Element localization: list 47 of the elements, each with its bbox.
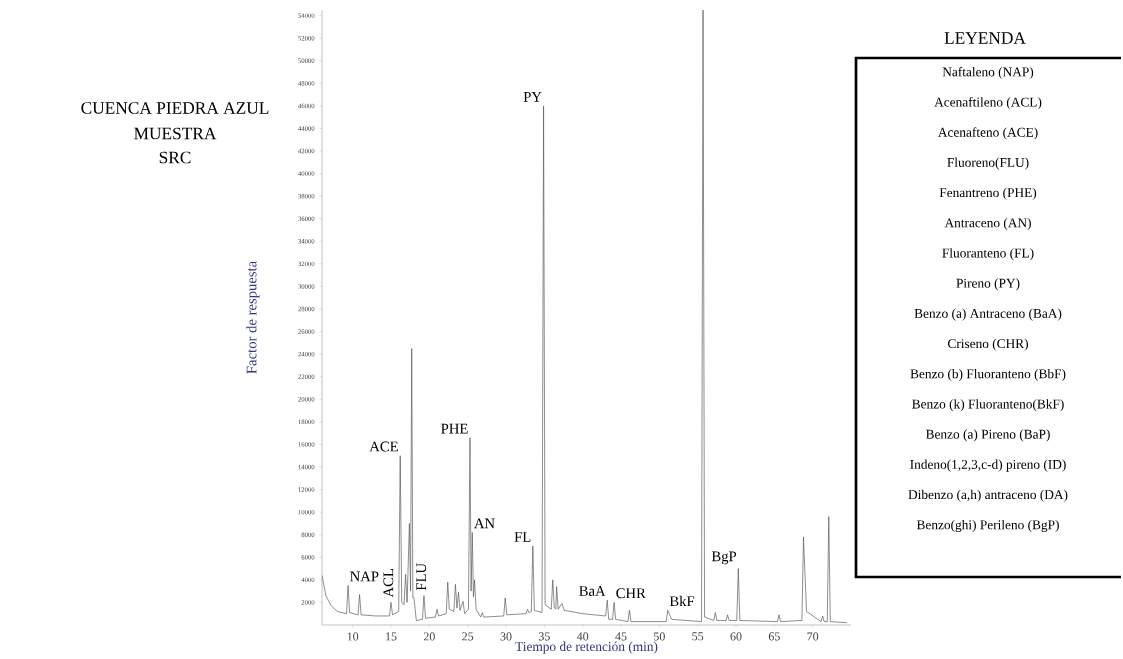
text: LEYENDA [944, 32, 1026, 44]
annotation: FL [514, 532, 531, 542]
text: Benzo (k) Fluoranteno(BkF) [912, 399, 1064, 412]
text: Fluoreno(FLU) [947, 157, 1029, 170]
text: CUENCA PIEDRA AZUL [81, 102, 269, 114]
x-tick-label: 10 [347, 632, 359, 641]
annotation: PHE [441, 423, 468, 434]
text: Fluoranteno (FL) [942, 248, 1034, 261]
x-tick-label: 20 [423, 632, 435, 641]
annotation: ACL [383, 568, 394, 598]
annotation: NAP [350, 571, 379, 582]
text: Benzo(ghi) Perileno (BgP) [916, 519, 1059, 533]
text: Fenantreno (PHE) [939, 187, 1037, 200]
text: Benzo (a) Pireno (BaP) [925, 429, 1050, 442]
x-tick-label: 55 [692, 632, 704, 641]
text: Benzo (a) Antraceno (BaA) [914, 308, 1062, 321]
y-axis-title: Factor de respuesta [246, 261, 260, 374]
text: Benzo (b) Fluoranteno (BbF) [910, 368, 1066, 382]
text: Dibenzo (a,h) antraceno (DA) [908, 489, 1068, 502]
text: MUESTRA SRC [134, 127, 217, 164]
x-tick-label: 25 [462, 632, 474, 641]
line-series [322, 9, 848, 624]
text: Naftaleno (NAP) [942, 66, 1034, 80]
text: Indeno(1,2,3,c-d) pireno (ID) [910, 459, 1066, 472]
x-tick-label: 15 [386, 632, 397, 641]
x-tick-label: 40 [576, 632, 589, 641]
annotation: ACE [369, 441, 398, 452]
text: Pireno (PY) [956, 278, 1020, 291]
text: Criseno (CHR) [948, 338, 1028, 351]
x-tick-label: 50 [654, 632, 665, 641]
annotation: BaA [579, 586, 606, 596]
text: Acenaftileno (ACL) [934, 97, 1042, 110]
x-tick-label: 45 [615, 632, 627, 641]
annotation: BgP [711, 551, 737, 565]
annotation: PY [523, 92, 542, 102]
x-tick-label: 70 [807, 632, 819, 641]
annotation: FLU [416, 563, 427, 591]
annotation: AN [474, 518, 495, 529]
x-tick-label: 30 [500, 632, 512, 641]
x-axis-title: Tiempo de retención (min) [515, 641, 658, 654]
x-tick-label: 35 [538, 632, 550, 641]
annotation: CHR [616, 588, 646, 599]
x-tick-label: 65 [768, 632, 780, 641]
annotation: BkF [669, 595, 695, 607]
x-tick-label: 60 [730, 632, 742, 641]
text: Antraceno (AN) [944, 217, 1031, 231]
text: Acenafteno (ACE) [937, 127, 1038, 140]
